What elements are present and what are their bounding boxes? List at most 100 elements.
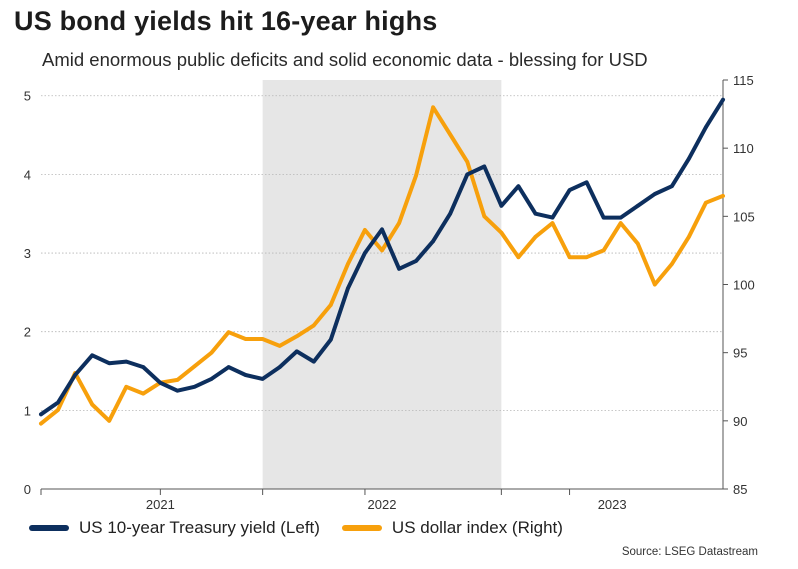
data-point-dollar	[414, 173, 418, 178]
right-tick-label: 85	[733, 482, 747, 497]
data-point-dollar	[380, 248, 384, 253]
data-point-dollar	[39, 421, 43, 426]
data-point-yield	[346, 286, 350, 291]
data-point-yield	[567, 188, 572, 192]
x-axis-ticks: 2021 2022 2023	[40, 489, 627, 512]
left-tick-label: 3	[24, 246, 31, 261]
shaded-period	[262, 80, 502, 489]
data-point-yield	[687, 156, 691, 161]
data-point-dollar	[499, 230, 504, 235]
data-point-yield	[704, 125, 708, 129]
data-point-yield	[550, 215, 555, 220]
data-point-yield	[499, 204, 504, 208]
right-tick-label: 90	[733, 414, 747, 429]
data-point-yield	[721, 97, 725, 102]
data-point-yield	[141, 365, 146, 369]
data-point-yield	[192, 384, 197, 389]
legend: US 10-year Treasury yield (Left) US doll…	[29, 518, 585, 538]
data-point-yield	[618, 215, 623, 220]
data-point-yield	[260, 377, 265, 381]
data-point-yield	[243, 373, 248, 377]
data-point-dollar	[124, 384, 129, 389]
data-point-dollar	[567, 255, 572, 260]
data-point-dollar	[243, 337, 248, 341]
data-point-yield	[226, 365, 231, 369]
data-point-dollar	[175, 378, 180, 382]
data-point-dollar	[482, 214, 487, 219]
data-point-dollar	[312, 323, 316, 328]
data-point-yield	[670, 184, 674, 188]
x-tick-label: 2021	[146, 497, 175, 512]
right-tick-label: 95	[733, 346, 747, 361]
data-point-yield	[209, 377, 214, 381]
data-point-yield	[277, 365, 282, 369]
data-point-yield	[90, 353, 94, 358]
data-point-dollar	[704, 200, 708, 205]
data-point-dollar	[260, 337, 265, 341]
data-point-yield	[584, 180, 589, 185]
data-point-dollar	[346, 262, 350, 266]
data-point-dollar	[687, 234, 691, 239]
series-layer	[39, 97, 725, 426]
data-point-dollar	[584, 255, 589, 260]
data-point-yield	[397, 266, 401, 271]
left-tick-label: 0	[24, 482, 31, 497]
data-point-dollar	[431, 105, 435, 110]
data-point-yield	[448, 211, 453, 216]
data-point-yield	[653, 192, 657, 196]
data-point-dollar	[653, 282, 657, 287]
data-point-yield	[107, 361, 111, 365]
data-point-dollar	[721, 194, 725, 198]
data-point-dollar	[670, 262, 674, 266]
data-point-yield	[329, 337, 333, 342]
right-tick-label: 110	[733, 141, 754, 156]
data-point-yield	[39, 412, 43, 417]
data-point-yield	[312, 359, 316, 364]
data-point-yield	[601, 215, 606, 220]
data-point-dollar	[192, 364, 197, 369]
data-point-dollar	[107, 419, 111, 423]
data-point-dollar	[397, 221, 401, 225]
data-point-dollar	[533, 234, 538, 239]
data-point-dollar	[635, 241, 640, 246]
data-point-yield	[158, 381, 163, 385]
data-point-yield	[431, 239, 435, 244]
data-point-dollar	[209, 350, 214, 355]
right-tick-label: 100	[733, 278, 755, 293]
data-point-yield	[363, 251, 367, 255]
data-point-yield	[533, 211, 538, 216]
data-point-dollar	[226, 330, 231, 335]
data-point-yield	[635, 204, 640, 208]
data-point-yield	[294, 349, 299, 354]
x-tick-label: 2022	[368, 497, 397, 512]
right-axis-ticks: 85 90 95 100 105 110 115	[723, 73, 755, 497]
chart-subtitle: Amid enormous public deficits and solid …	[42, 49, 648, 70]
gridlines	[41, 95, 723, 411]
left-tick-label: 5	[24, 89, 31, 104]
left-axis-ticks: 0 1 2 3 4 5	[24, 89, 31, 497]
data-point-dollar	[90, 402, 94, 407]
data-point-yield	[465, 172, 470, 177]
left-tick-label: 1	[24, 403, 31, 418]
data-point-dollar	[618, 221, 623, 225]
data-point-yield	[380, 227, 384, 232]
x-tick-label: 2023	[598, 497, 627, 512]
legend-item-yield: US 10-year Treasury yield (Left)	[29, 518, 320, 538]
chart-title: US bond yields hit 16-year highs	[14, 6, 438, 36]
legend-label-dollar: US dollar index (Right)	[391, 518, 563, 537]
right-tick-label: 115	[733, 73, 754, 88]
legend-swatch-yield	[29, 525, 69, 531]
data-point-dollar	[601, 248, 606, 253]
data-point-yield	[56, 400, 60, 405]
data-point-dollar	[56, 408, 60, 412]
data-point-dollar	[141, 391, 146, 396]
data-point-yield	[414, 259, 418, 263]
data-point-dollar	[329, 303, 333, 307]
left-tick-label: 4	[24, 167, 31, 182]
left-tick-label: 2	[24, 325, 31, 340]
data-point-dollar	[277, 344, 282, 348]
data-point-yield	[175, 388, 180, 393]
data-point-yield	[516, 184, 521, 188]
right-tick-label: 105	[733, 209, 755, 224]
data-point-dollar	[363, 228, 367, 232]
